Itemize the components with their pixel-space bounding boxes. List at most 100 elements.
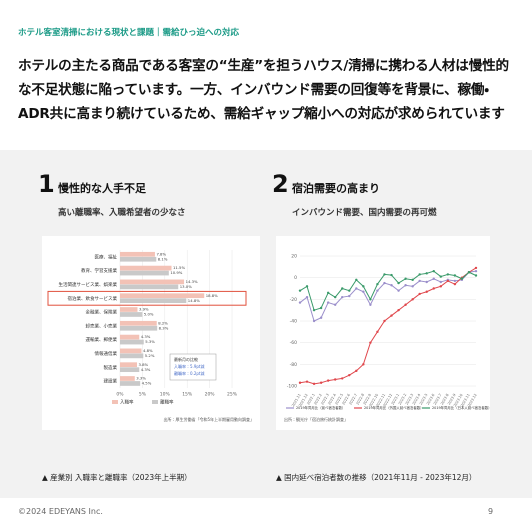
value-label: 14.3% (186, 279, 198, 284)
x-tick-label: 2022.11 (376, 393, 387, 408)
point (432, 287, 435, 290)
bar (120, 325, 158, 331)
value-label: 11.5% (173, 265, 185, 270)
headline: ホテルの主たる商品である客室の“生産”を担うハウス/清掃に携わる人材は慢性的 な… (18, 54, 509, 126)
line (299, 270, 477, 311)
point (376, 330, 379, 334)
value-label: 5.3% (145, 339, 155, 344)
point (319, 381, 323, 384)
bar (120, 362, 138, 368)
value-label: 3.9% (139, 307, 149, 312)
page-number: 9 (488, 507, 494, 516)
point (319, 316, 323, 319)
point (418, 279, 421, 283)
annotation: 最新月の比較 (174, 356, 198, 362)
x-tick-label: 2022.7 (348, 393, 358, 406)
y-tick-label: 医療、福祉 (95, 253, 118, 260)
headline-line: ADR共に高まり続けているため、需給ギャップ縮小への対応が求められています (18, 106, 505, 122)
point (326, 379, 330, 382)
value-label: 4.3% (141, 367, 151, 372)
value-label: 5.0% (144, 312, 154, 317)
point (355, 369, 358, 373)
legend-swatch (152, 400, 158, 404)
point (446, 279, 450, 283)
point (298, 301, 302, 304)
x-tick-label: 2022.9 (363, 393, 373, 406)
x-tick-label: 2022.2 (313, 393, 323, 406)
point (383, 281, 386, 285)
y-tick-label: -100 (287, 384, 297, 390)
bar (120, 284, 179, 290)
bar (120, 251, 155, 257)
x-tick-label: 2023.11 (460, 393, 471, 408)
point (418, 292, 421, 296)
bar (120, 312, 143, 317)
value-label: 8.1% (158, 256, 168, 261)
x-tick-label: 2023.10 (453, 393, 464, 408)
value-label: 4.8% (143, 348, 153, 353)
point (390, 273, 393, 277)
point (298, 381, 302, 384)
y-tick-label: 卸売業、小売業 (86, 322, 118, 329)
value-label: 8.2% (158, 320, 168, 325)
point (305, 380, 309, 383)
point (453, 274, 457, 277)
point (474, 274, 478, 277)
x-tick-label: 2023.8 (440, 393, 450, 406)
value-label: 13.0% (180, 284, 192, 289)
point (312, 382, 316, 386)
point (369, 303, 372, 306)
point (432, 277, 435, 280)
legend-label: 入職率 (120, 399, 134, 406)
y-tick-label: 20 (291, 254, 297, 260)
point (439, 285, 442, 288)
value-label: 3.8% (139, 362, 149, 367)
legend-swatch (112, 400, 118, 404)
bar (120, 279, 185, 285)
point (341, 287, 344, 290)
x-tick-label: 2022.8 (356, 393, 366, 406)
y-tick-label: -40 (290, 319, 297, 325)
copyright: ©2024 EDEYANS Inc. (18, 507, 103, 516)
value-label: 3.3% (136, 376, 146, 381)
x-tick-label: 2022.6 (341, 393, 351, 406)
headline-line: な不足状態に陥っています。一方、インバウンド需要の回復等を背景に、稼働・ (18, 82, 489, 98)
source: 出所：厚生労働省「令和5年上半期雇用動向調査」 (163, 416, 254, 422)
point (305, 285, 309, 288)
point (376, 282, 379, 286)
legend-label: 離職率 (160, 399, 174, 406)
value-label: 8.3% (159, 325, 169, 330)
point (348, 289, 351, 292)
point (355, 287, 358, 290)
point (425, 290, 428, 293)
bar (120, 367, 140, 373)
x-tick-label: 20% (205, 392, 216, 398)
x-tick-label: 2021.11 (291, 393, 302, 408)
point (334, 295, 337, 299)
x-tick-label: 2022.5 (334, 393, 344, 406)
point (334, 378, 337, 381)
bar (120, 376, 135, 381)
annotation-box (169, 353, 217, 381)
chart: 0% 5% 10% 15% 20% 25% 医療、福祉 7.8%8.1% 教育、学習支援業 11.… (47, 250, 254, 422)
bar (120, 307, 138, 312)
legend-label: 2019年同月比（日本人延べ宿泊者数） (432, 405, 490, 410)
section-title: 宿泊需要の高まり (292, 182, 380, 195)
point (418, 273, 421, 276)
y-tick-label: -20 (290, 297, 297, 303)
value-label: 4.3% (141, 334, 151, 339)
section-number: 2 (272, 170, 289, 198)
point (326, 301, 330, 304)
bar (120, 334, 140, 340)
point (397, 289, 400, 292)
value-label: 4.5% (142, 381, 152, 386)
y-tick-label: -80 (290, 362, 297, 368)
highlight-box (47, 290, 247, 306)
point (362, 363, 365, 366)
x-tick-label: 2023.7 (433, 393, 443, 406)
point (298, 289, 302, 292)
x-tick-label: 0% (116, 392, 124, 398)
point (348, 373, 351, 377)
bar (120, 293, 205, 299)
